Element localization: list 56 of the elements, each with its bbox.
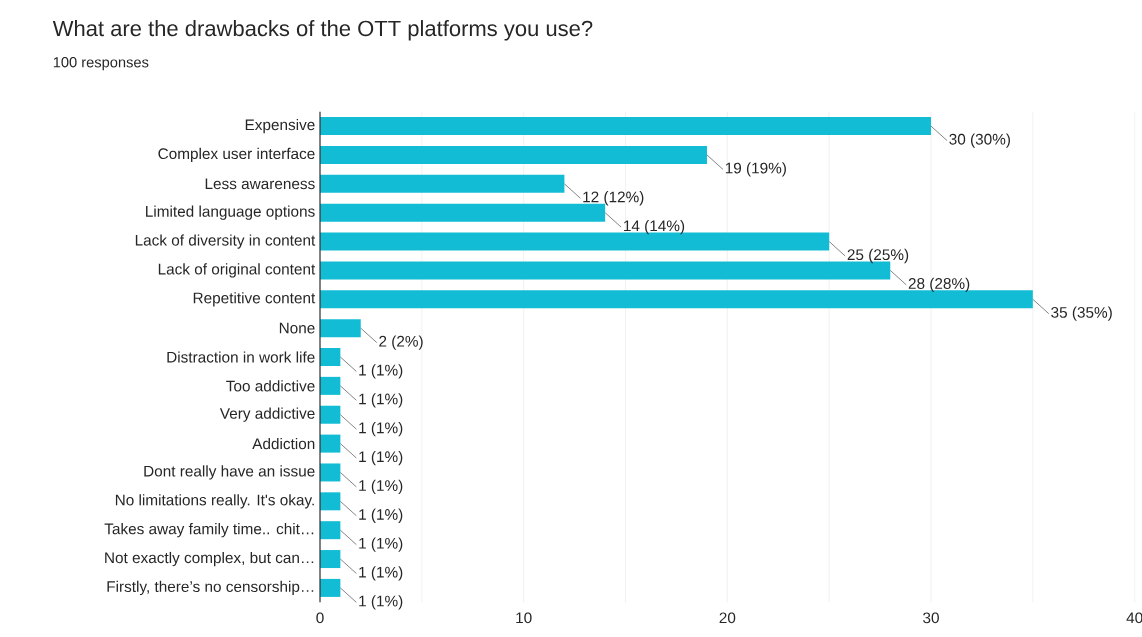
- data-label: 1 (1%): [359, 508, 403, 523]
- y-tick-label: Not exactly complex, but can…: [105, 551, 314, 567]
- bar: [320, 348, 341, 366]
- data-label: 35 (35%): [1051, 306, 1112, 321]
- data-label: 30 (30%): [949, 133, 1010, 148]
- bar: [320, 203, 606, 222]
- bar: [320, 434, 341, 453]
- y-tick-label: Very addictive: [219, 407, 315, 422]
- bar: [320, 290, 1033, 309]
- y-tick-label: Distraction in work life: [167, 351, 315, 363]
- y-tick-label: Takes away family time.. chit…: [104, 523, 314, 538]
- bar: [320, 521, 341, 540]
- x-tick-label: 0: [316, 612, 324, 624]
- y-tick-label: Complex user interface: [158, 147, 315, 163]
- data-label: 28 (28%): [908, 277, 970, 292]
- data-label: 14 (14%): [624, 219, 685, 235]
- x-tick-label: 20: [719, 612, 736, 624]
- data-label: 1 (1%): [359, 566, 403, 581]
- y-tick-label: No limitations really. It's okay.: [115, 494, 314, 509]
- bar: [320, 463, 341, 482]
- data-label: 1 (1%): [359, 450, 403, 466]
- bar: [320, 550, 341, 569]
- x-tick-label: 30: [923, 612, 939, 624]
- data-label: 1 (1%): [359, 479, 403, 495]
- y-tick-label: Repetitive content: [193, 292, 316, 307]
- y-tick-label: Dont really have an issue: [144, 465, 315, 480]
- bar: [320, 145, 707, 164]
- data-label: 1 (1%): [359, 595, 403, 610]
- x-tick-label: 40: [1126, 612, 1142, 624]
- bar: [320, 174, 565, 193]
- bar: [320, 578, 341, 597]
- y-tick-label: Limited language options: [146, 205, 315, 220]
- data-label: 1 (1%): [359, 422, 403, 437]
- y-tick-label: Less awareness: [205, 178, 315, 190]
- data-label: 19 (19%): [725, 162, 786, 177]
- bar: [320, 117, 932, 136]
- x-tick-label: 10: [516, 612, 532, 624]
- data-label: 1 (1%): [359, 537, 403, 552]
- data-label: 1 (1%): [359, 393, 403, 408]
- y-tick-label: Expensive: [245, 118, 315, 134]
- bar: [320, 405, 341, 424]
- text: 100 responses: [53, 57, 149, 71]
- data-label: 25 (25%): [847, 248, 909, 264]
- bar: [320, 376, 341, 395]
- y-tick-label: Firstly, there’s no censorship…: [107, 580, 314, 596]
- chart-title: What are the drawbacks of the OTT platforms you use?: [52, 20, 593, 41]
- y-tick-label: Too addictive: [226, 380, 315, 392]
- bar: [320, 492, 341, 511]
- y-tick-label: Lack of diversity in content: [135, 234, 316, 249]
- data-label: 1 (1%): [359, 364, 403, 379]
- data-label: 12 (12%): [583, 191, 644, 206]
- data-label: 2 (2%): [379, 335, 423, 350]
- bar: [320, 319, 361, 338]
- y-tick-label: Addiction: [252, 437, 315, 450]
- y-tick-label: Lack of original content: [158, 263, 316, 278]
- y-tick-label: None: [279, 322, 315, 334]
